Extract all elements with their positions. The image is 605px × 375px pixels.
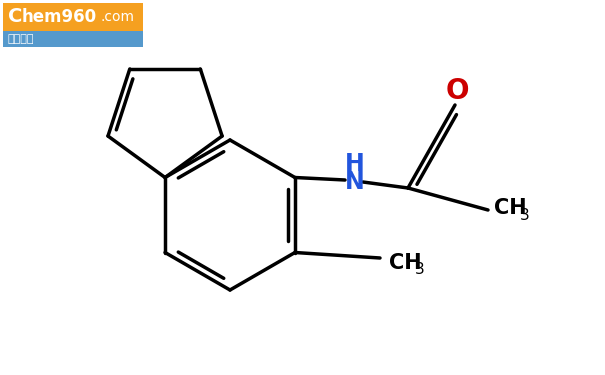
Text: CH: CH: [388, 253, 421, 273]
Text: N: N: [345, 170, 365, 194]
Text: hem960: hem960: [22, 8, 97, 26]
Text: C: C: [8, 8, 22, 27]
FancyBboxPatch shape: [3, 3, 143, 31]
FancyBboxPatch shape: [3, 31, 143, 47]
Text: .com: .com: [100, 10, 134, 24]
Text: O: O: [445, 77, 469, 105]
Text: 3: 3: [415, 262, 425, 278]
Text: 化化工网: 化化工网: [8, 34, 34, 44]
Text: H: H: [345, 152, 365, 176]
Text: 3: 3: [520, 207, 530, 222]
Text: CH: CH: [494, 198, 526, 218]
